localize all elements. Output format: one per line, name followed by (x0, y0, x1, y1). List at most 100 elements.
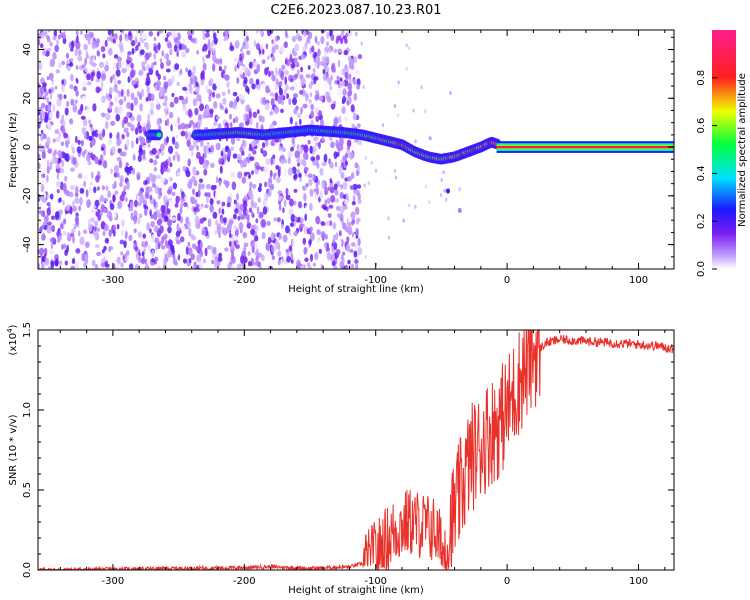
spectrogram-noise-cell (137, 90, 140, 97)
spectrogram-noise-cell (116, 156, 122, 162)
spectrogram-noise-cell (84, 57, 87, 66)
spectrogram-noise-cell (60, 118, 64, 125)
spectrogram-noise-cell (305, 74, 311, 79)
spectrogram-noise-cell (166, 118, 170, 127)
spectrogram-noise-cell (407, 203, 411, 208)
spectrogram-noise-cell (87, 148, 93, 154)
spectrogram-noise-cell (303, 144, 309, 154)
spectrogram-noise-cell (332, 239, 336, 244)
spectrogram-noise-cell (329, 178, 333, 184)
spectrogram-noise-cell (113, 77, 117, 86)
spectrogram-noise-cell (52, 104, 56, 113)
spectrogram-noise-cell (356, 184, 362, 189)
spectrogram-noise-cell (300, 77, 306, 86)
spectrogram-noise-cell (81, 64, 86, 69)
spectrogram-noise-cell (164, 37, 169, 42)
spectrogram-noise-cell (193, 179, 198, 187)
spectrogram-noise-cell (224, 65, 227, 70)
spectrogram-noise-cell (357, 246, 363, 256)
spectrogram-noise-cell (50, 250, 54, 255)
spectrogram-noise-cell (393, 104, 397, 109)
spectrogram-noise-cell (293, 230, 299, 237)
spectrogram-noise-cell (270, 232, 275, 241)
spectrogram-noise-cell (163, 160, 168, 169)
spectrogram-noise-cell (338, 230, 342, 237)
spectrogram-noise-cell (134, 264, 139, 269)
spectrogram-noise-cell (196, 145, 199, 151)
spectrogram-noise-cell (201, 183, 205, 190)
spectrogram-noise-cell (316, 229, 321, 236)
spectrogram-noise-cell (315, 154, 320, 161)
spectrogram-noise-cell (198, 205, 203, 210)
spectrogram-noise-cell (311, 45, 315, 53)
spectrogram-noise-cell (185, 110, 189, 116)
spectrogram-noise-cell (296, 112, 301, 119)
spectrogram-noise-cell (349, 248, 354, 253)
spectrogram-noise-cell (164, 239, 168, 247)
spectrogram-noise-cell (71, 40, 75, 49)
spectrogram-noise-cell (206, 104, 209, 113)
spectrogram-noise-cell (144, 192, 150, 199)
spectrogram-noise-cell (282, 207, 285, 214)
spectrogram-noise-cell (243, 83, 246, 88)
spectrogram-noise-cell (197, 100, 201, 106)
spectrogram-noise-cell (227, 150, 232, 158)
spectrogram-noise-cell (219, 102, 222, 110)
spectrogram-noise-cell (288, 198, 294, 207)
spectrogram-noise-cell (195, 81, 199, 88)
spectrogram-noise-cell (58, 93, 63, 101)
spectrogram-noise-cell (49, 111, 53, 119)
spectrogram-noise-cell (196, 94, 202, 103)
spectrogram-noise-cell (158, 30, 164, 34)
spectrogram-x-tick-label: 0 (504, 275, 510, 286)
spectrogram-noise-cell (260, 219, 266, 228)
spectrogram-noise-cell (141, 61, 146, 67)
spectrogram-noise-cell (342, 181, 348, 190)
spectrogram-noise-cell (269, 170, 273, 178)
spectrogram-noise-cell (130, 39, 136, 47)
spectrogram-noise-cell (175, 230, 181, 238)
spectrogram-noise-cell (315, 55, 320, 64)
spectrogram-noise-cell (74, 48, 79, 57)
spectrogram-noise-cell (293, 107, 298, 115)
spectrogram-noise-cell (196, 151, 201, 159)
spectrogram-noise-cell (302, 103, 308, 109)
spectrogram-noise-cell (82, 81, 88, 88)
spectrogram-noise-cell (50, 158, 56, 165)
spectrogram-noise-cell (274, 83, 279, 90)
spectrogram-noise-cell (347, 259, 351, 265)
spectrogram-noise-cell (292, 51, 298, 57)
spectrogram-noise-cell (75, 185, 79, 194)
spectrogram-noise-cell (168, 111, 174, 119)
spectrogram-noise-cell (179, 43, 183, 51)
spectrogram-noise-cell (202, 56, 205, 63)
spectrogram-noise-cell (97, 214, 102, 222)
spectrogram-noise-cell (289, 86, 295, 91)
spectrogram-noise-cell (218, 252, 222, 258)
spectrogram-noise-cell (355, 227, 360, 237)
spectrogram-noise-cell (354, 162, 359, 169)
spectrogram-noise-cell (194, 246, 200, 251)
spectrogram-noise-cell (61, 79, 64, 85)
spectrogram-noise-cell (129, 200, 134, 210)
spectrogram-noise-cell (326, 242, 330, 251)
spectrogram-noise-cell (185, 67, 188, 73)
spectrogram-noise-cell (329, 31, 333, 37)
spectrogram-noise-cell (355, 206, 360, 215)
spectrogram-noise-cell (56, 172, 60, 180)
spectrogram-noise-cell (357, 139, 363, 146)
spectrogram-noise-cell (150, 234, 155, 243)
spectrogram-noise-cell (242, 139, 245, 147)
spectrogram-noise-cell (337, 59, 341, 68)
spectrogram-noise-cell (133, 96, 139, 106)
spectrogram-noise-cell (208, 108, 214, 114)
spectrogram-noise-cell (253, 40, 257, 48)
spectrogram-noise-cell (236, 77, 240, 84)
spectrogram-noise-cell (126, 181, 130, 190)
spectrogram-noise-cell (70, 57, 74, 63)
spectrogram-noise-cell (133, 84, 138, 89)
spectrogram-noise-cell (158, 187, 162, 192)
spectrogram-noise-cell (112, 194, 116, 203)
spectrogram-noise-cell (257, 197, 261, 203)
